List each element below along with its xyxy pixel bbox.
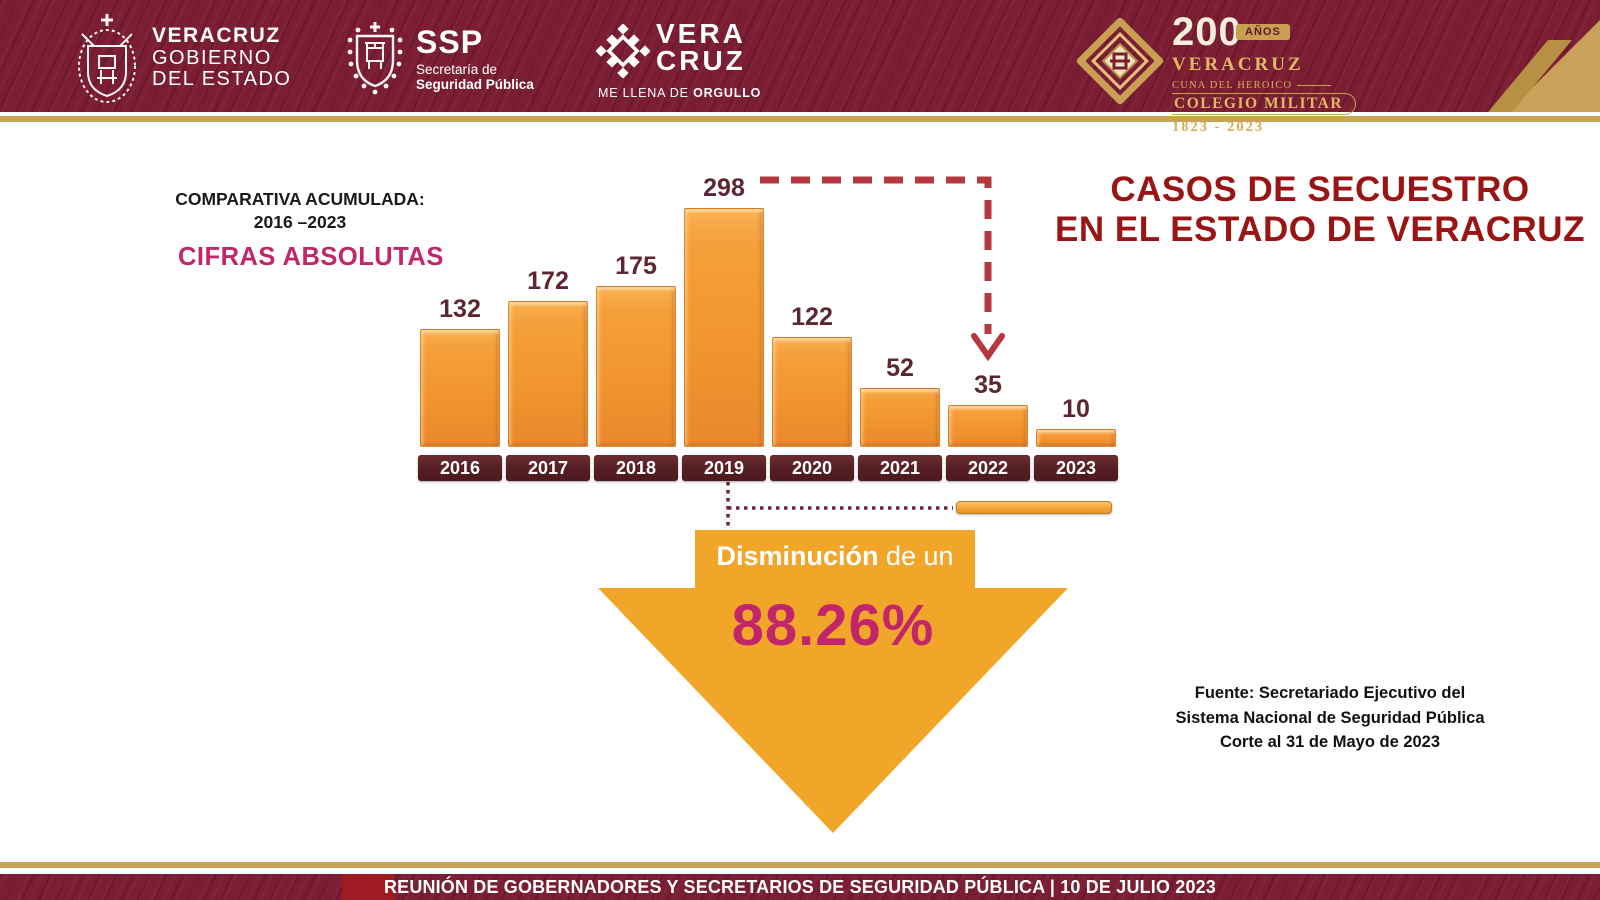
bar-2016 bbox=[420, 329, 500, 447]
year-label-2018: 2018 bbox=[594, 455, 678, 481]
ssp-abbr: SSP bbox=[416, 24, 484, 60]
absolute-figures-label: CIFRAS ABSOLUTAS bbox=[178, 243, 444, 271]
source-line1: Fuente: Secretariado Ejecutivo del bbox=[1194, 684, 1466, 702]
bicentennial-years: 1823 - 2023 bbox=[1172, 119, 1265, 135]
bicentennial-emblem-icon bbox=[1076, 17, 1164, 105]
bar-value-2018: 175 bbox=[615, 252, 657, 280]
footer-bar: REUNIÓN DE GOBERNADORES Y SECRETARIOS DE… bbox=[0, 874, 1600, 900]
gov-line2: GOBIERNO bbox=[152, 47, 272, 69]
ssp-shield-icon bbox=[347, 22, 403, 95]
decrease-lead: Disminución de un bbox=[695, 541, 975, 571]
bar-2017 bbox=[508, 301, 588, 447]
ssp-wordmark: SSP Secretaría de Seguridad Pública bbox=[416, 26, 534, 92]
comparative-line2: 2016 –2023 bbox=[253, 212, 347, 232]
anos-badge: AÑOS bbox=[1236, 24, 1290, 40]
bicentennial-number: 200 bbox=[1172, 10, 1242, 54]
bar-value-2021: 52 bbox=[886, 354, 914, 382]
source-line2: Sistema Nacional de Seguridad Pública bbox=[1175, 708, 1485, 727]
footer-gold-rule bbox=[0, 862, 1600, 868]
year-label-2020: 2020 bbox=[770, 455, 854, 481]
bicentennial-text: 200 AÑOS VERACRUZ CUNA DEL HEROICO COLEG… bbox=[1172, 12, 1392, 136]
bar-value-2022: 35 bbox=[974, 371, 1002, 399]
brand-word2: CRUZ bbox=[656, 45, 746, 76]
decrease-percentage: 88.26% bbox=[731, 593, 935, 658]
bicentennial-sub: CUNA DEL HEROICO bbox=[1172, 80, 1392, 91]
year-label-2022: 2022 bbox=[946, 455, 1030, 481]
header-gold-rule bbox=[0, 116, 1600, 122]
brand-pattern-icon bbox=[596, 24, 650, 78]
decrease-lead-bold: Disminución bbox=[716, 541, 879, 571]
bar-value-2016: 132 bbox=[439, 295, 481, 323]
gov-wordmark: VERACRUZ GOBIERNO DEL ESTADO bbox=[152, 25, 291, 90]
header-bar: VERACRUZ GOBIERNO DEL ESTADO bbox=[0, 0, 1600, 135]
source-note: Fuente: Secretariado Ejecutivo del Siste… bbox=[1160, 681, 1500, 755]
bar-2023 bbox=[1036, 429, 1116, 447]
bar-value-2019: 298 bbox=[703, 174, 745, 202]
page-title: CASOS DE SECUESTRO EN EL ESTADO DE VERAC… bbox=[1050, 170, 1590, 250]
year-label-2017: 2017 bbox=[506, 455, 590, 481]
decrease-lead-rest: de un bbox=[878, 541, 954, 571]
year-label-2021: 2021 bbox=[858, 455, 942, 481]
bar-2020 bbox=[772, 337, 852, 447]
brand-wordmark: VERA CRUZ bbox=[656, 18, 746, 76]
connector-orange-bar bbox=[956, 501, 1112, 514]
comparative-label: COMPARATIVA ACUMULADA: 2016 –2023 bbox=[160, 188, 440, 234]
year-label-2023: 2023 bbox=[1034, 455, 1118, 481]
footer-accent-block bbox=[342, 874, 394, 900]
ssp-sub1: Secretaría de bbox=[416, 62, 498, 77]
page-title-line1: CASOS DE SECUESTRO bbox=[1110, 170, 1530, 209]
year-label-2019: 2019 bbox=[682, 455, 766, 481]
gov-line3: DEL ESTADO bbox=[152, 68, 292, 90]
veracruz-coat-of-arms-icon bbox=[78, 14, 136, 103]
ssp-logo bbox=[344, 20, 406, 103]
brand-word1: VERA bbox=[656, 18, 746, 49]
bar-value-2017: 172 bbox=[527, 267, 569, 295]
page-title-line2: EN EL ESTADO DE VERACRUZ bbox=[1055, 210, 1585, 249]
year-label-2016: 2016 bbox=[418, 455, 502, 481]
brand-tagline-text: ME LLENA DE bbox=[598, 86, 694, 100]
decorative-dash bbox=[1297, 85, 1332, 87]
bicentennial-state: VERACRUZ bbox=[1172, 54, 1304, 75]
bar-2018 bbox=[596, 286, 676, 447]
bar-2022 bbox=[948, 405, 1028, 447]
gold-corner-decoration bbox=[1488, 20, 1600, 112]
comparative-line1: COMPARATIVA ACUMULADA: bbox=[175, 189, 425, 209]
bar-value-2023: 10 bbox=[1062, 395, 1090, 423]
bar-value-2020: 122 bbox=[791, 303, 833, 331]
bicentennial-academy: COLEGIO MILITAR bbox=[1172, 93, 1357, 115]
ssp-sub2: Seguridad Pública bbox=[416, 77, 534, 92]
bicentennial-sub-text: CUNA DEL HEROICO bbox=[1172, 80, 1293, 91]
bar-2021 bbox=[860, 388, 940, 447]
gov-title: VERACRUZ bbox=[152, 24, 281, 47]
brand-tagline-bold: ORGULLO bbox=[693, 86, 762, 100]
bar-2019 bbox=[684, 208, 764, 447]
source-line3: Corte al 31 de Mayo de 2023 bbox=[1219, 733, 1441, 751]
gov-logo bbox=[70, 12, 144, 113]
brand-tagline: ME LLENA DE ORGULLO bbox=[598, 86, 768, 100]
footer-title: REUNIÓN DE GOBERNADORES Y SECRETARIOS DE… bbox=[384, 876, 1216, 897]
